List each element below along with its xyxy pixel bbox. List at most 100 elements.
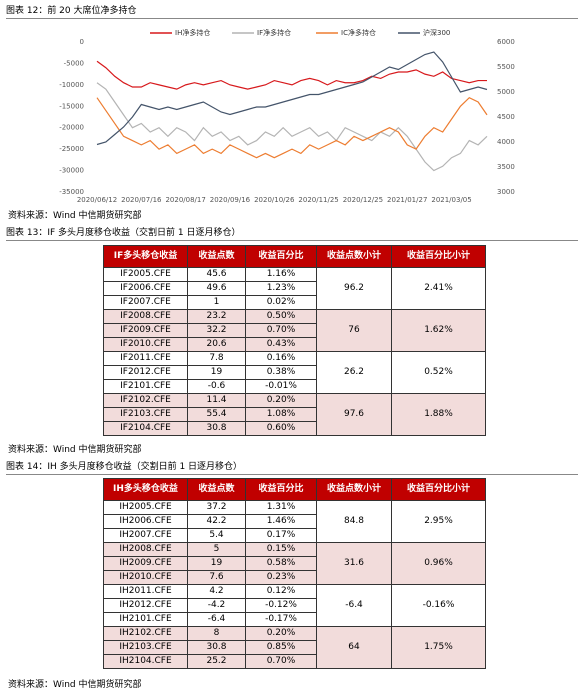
x-tick-label: 2020/08/17 xyxy=(165,196,205,204)
table-cell: IH2009.CFE xyxy=(103,556,188,571)
table-cell: 30.8 xyxy=(187,640,246,655)
series-line xyxy=(96,51,488,146)
subtotal-cell: 2.95% xyxy=(391,500,486,543)
table-cell: -0.17% xyxy=(245,612,317,627)
table-cell: IH2008.CFE xyxy=(103,542,188,557)
table-cell: 0.60% xyxy=(245,421,317,436)
x-tick-label: 2020/10/26 xyxy=(254,196,295,204)
table-cell: 0.70% xyxy=(245,323,317,338)
table-row: IH2011.CFE 4.2 0.12% -6.4 -0.16% xyxy=(103,584,486,627)
y-tick-label: -10000 xyxy=(59,81,84,89)
table-cell: 0.20% xyxy=(245,393,317,408)
table-row: IF2008.CFE 23.2 0.50% 76 1.62% xyxy=(103,309,486,352)
y-tick-label: -15000 xyxy=(59,102,84,110)
x-tick-label: 2020/11/25 xyxy=(298,196,338,204)
table-cell: 19 xyxy=(187,365,246,380)
legend-label: 沪深300 xyxy=(423,28,450,37)
subtotal-cell: 2.41% xyxy=(391,267,486,310)
header-cell: IF多头移仓收益 xyxy=(103,245,188,268)
header-row: IF多头移仓收益 收益点数 收益百分比 收益点数小计 收益百分比小计 xyxy=(103,245,486,268)
subtotal-cell: 1.88% xyxy=(391,393,486,436)
table-row: IH2012.CFE -4.2 -0.12% xyxy=(103,598,486,613)
y-tick-label: -20000 xyxy=(59,124,84,132)
table-cell: IF2010.CFE xyxy=(103,337,188,352)
table-cell: IF2012.CFE xyxy=(103,365,188,380)
header-cell: 收益百分比 xyxy=(245,245,317,268)
caption: 图表 12：前 20 大席位净多持仓 xyxy=(6,3,578,19)
table-row: IH2102.CFE 8 0.20% 64 1.75% xyxy=(103,626,486,669)
y-tick-label: -5000 xyxy=(64,59,84,67)
table-cell: 37.2 xyxy=(187,500,246,515)
header-cell: 收益点数小计 xyxy=(316,245,392,268)
table-cell: IH2101.CFE xyxy=(103,612,188,627)
x-tick-label: 2020/09/16 xyxy=(210,196,251,204)
table-cell: 0.16% xyxy=(245,351,317,366)
subtotal-cell: 64 xyxy=(316,626,392,669)
table-row: IH2104.CFE 25.2 0.70% xyxy=(103,654,486,669)
table-cell: 1 xyxy=(187,295,246,310)
x-tick-label: 2021/03/05 xyxy=(431,196,471,204)
header-cell: 收益点数小计 xyxy=(316,478,392,501)
caption: 图表 13：IF 多头月度移仓收益（交割日前 1 日逐月移仓） xyxy=(6,225,578,241)
y2-tick-label: 3500 xyxy=(497,163,515,171)
table-cell: 0.50% xyxy=(245,309,317,324)
x-tick-label: 2020/12/25 xyxy=(343,196,383,204)
table-row: IF2005.CFE 45.6 1.16% 96.2 2.41% xyxy=(103,267,486,310)
table-cell: IF2007.CFE xyxy=(103,295,188,310)
table-cell: -0.6 xyxy=(187,379,246,394)
subtotal-cell: 1.62% xyxy=(391,309,486,352)
table-cell: 0.20% xyxy=(245,626,317,641)
table-cell: IH2012.CFE xyxy=(103,598,188,613)
series-line xyxy=(96,96,488,159)
subtotal-cell: -0.16% xyxy=(391,584,486,627)
table-cell: 0.58% xyxy=(245,556,317,571)
subtotal-cell: -6.4 xyxy=(316,584,392,627)
table-row: IF2103.CFE 55.4 1.08% xyxy=(103,407,486,422)
y-tick-label: -35000 xyxy=(59,188,84,196)
source: 资料来源：Wind 中信期货研究部 xyxy=(8,445,142,455)
table-cell: 0.23% xyxy=(245,570,317,585)
header-cell: 收益点数 xyxy=(187,245,246,268)
table-cell: 45.6 xyxy=(187,267,246,282)
header-row: IH多头移仓收益 收益点数 收益百分比 收益点数小计 收益百分比小计 xyxy=(103,478,486,501)
table-cell: 1.16% xyxy=(245,267,317,282)
table-cell: 0.02% xyxy=(245,295,317,310)
series-line xyxy=(96,60,487,90)
series-line xyxy=(96,82,488,172)
table-cell: -0.01% xyxy=(245,379,317,394)
table-row: IF2101.CFE -0.6 -0.01% xyxy=(103,379,486,394)
table-cell: -4.2 xyxy=(187,598,246,613)
table-cell: 25.2 xyxy=(187,654,246,669)
table-cell: 19 xyxy=(187,556,246,571)
table-cell: IF2006.CFE xyxy=(103,281,188,296)
table-cell: IH2102.CFE xyxy=(103,626,188,641)
table-row: IF2006.CFE 49.6 1.23% xyxy=(103,281,486,296)
table-cell: 7.8 xyxy=(187,351,246,366)
table-row: IF2012.CFE 19 0.38% xyxy=(103,365,486,380)
caption: 图表 14：IH 多头月度移仓收益（交割日前 1 日逐月移仓） xyxy=(6,459,578,475)
y2-tick-label: 4500 xyxy=(497,113,515,121)
table-cell: 4.2 xyxy=(187,584,246,599)
table-row: IH2007.CFE 5.4 0.17% xyxy=(103,528,486,543)
y2-tick-label: 5000 xyxy=(497,88,515,96)
header-cell: 收益点数 xyxy=(187,478,246,501)
table-cell: IF2102.CFE xyxy=(103,393,188,408)
table-cell: IF2008.CFE xyxy=(103,309,188,324)
table-cell: 0.85% xyxy=(245,640,317,655)
table-cell: 30.8 xyxy=(187,421,246,436)
table-cell: 1.23% xyxy=(245,281,317,296)
table-cell: IF2104.CFE xyxy=(103,421,188,436)
table-row: IH2009.CFE 19 0.58% xyxy=(103,556,486,571)
table-cell: 20.6 xyxy=(187,337,246,352)
subtotal-cell: 76 xyxy=(316,309,392,352)
legend-label: IC净多持仓 xyxy=(341,28,376,37)
table-cell: IF2005.CFE xyxy=(103,267,188,282)
table-cell: 5 xyxy=(187,542,246,557)
table-cell: 5.4 xyxy=(187,528,246,543)
table-row: IH2008.CFE 5 0.15% 31.6 0.96% xyxy=(103,542,486,585)
subtotal-cell: 96.2 xyxy=(316,267,392,310)
y-tick-label: -25000 xyxy=(59,145,84,153)
x-tick-label: 2020/07/16 xyxy=(121,196,162,204)
chart: 0 -5000 -10000 -15000 -20000 -25000 -30000 -350… xyxy=(59,28,515,204)
